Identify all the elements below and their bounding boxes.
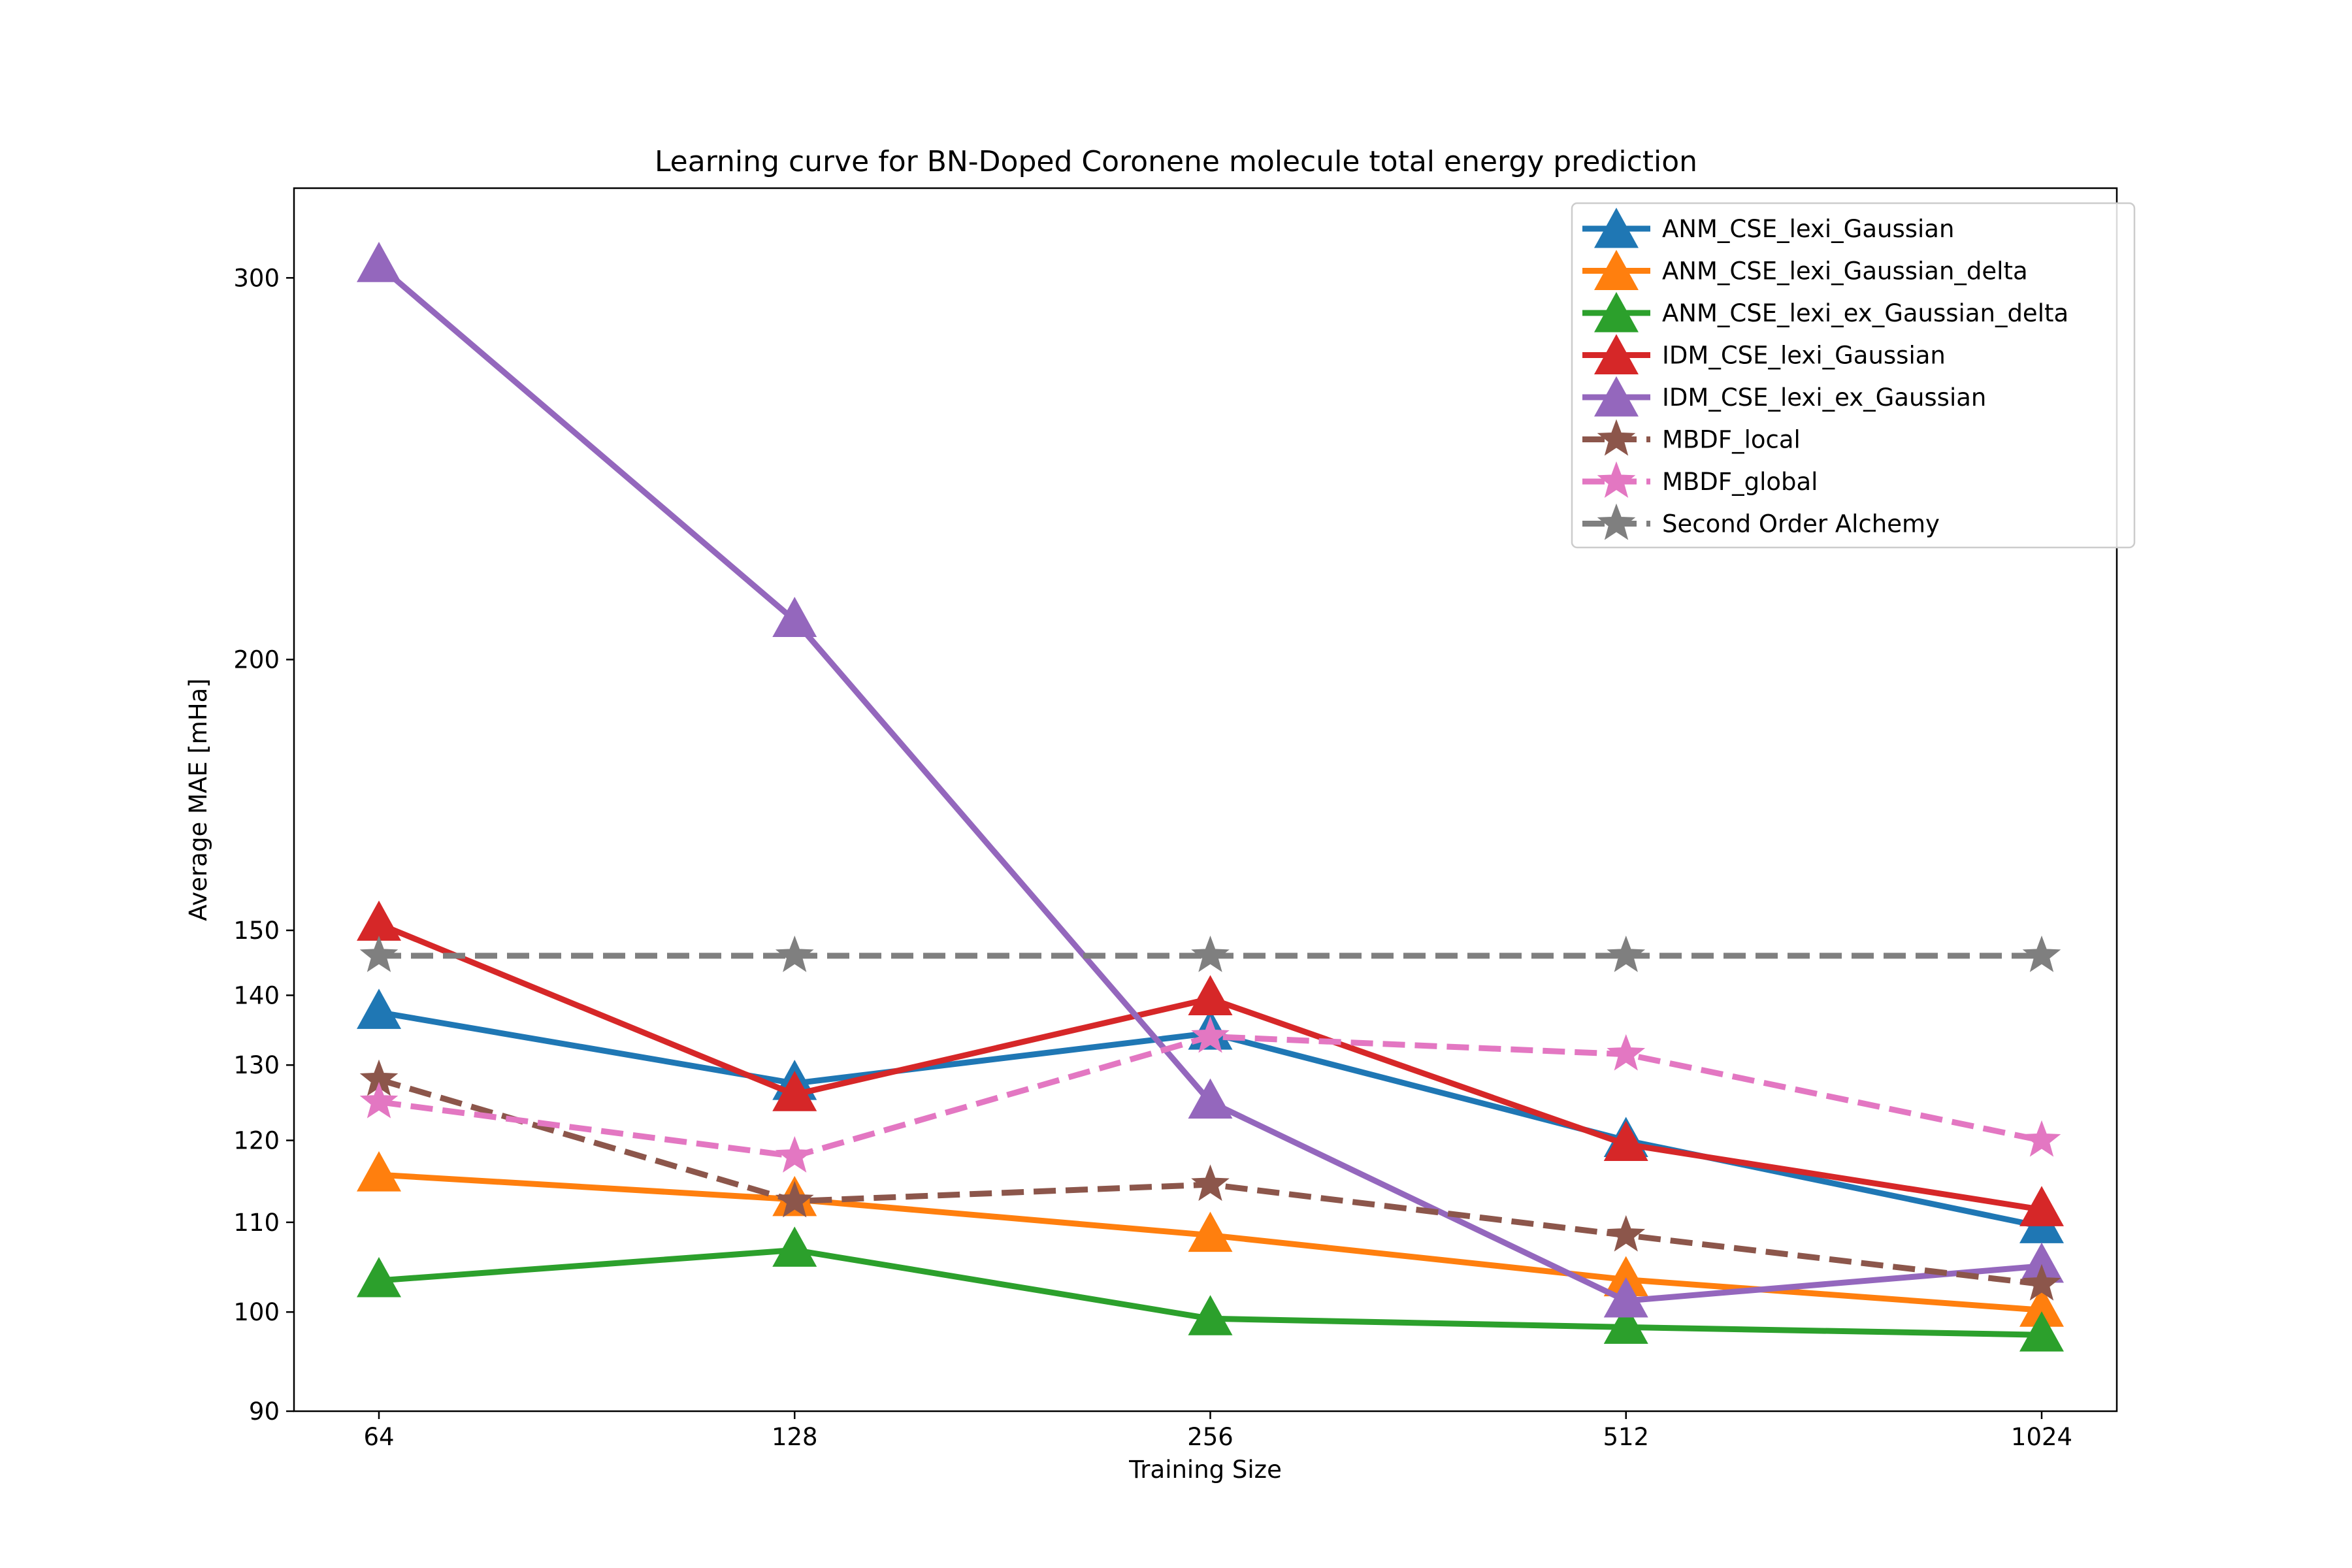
- data-point: [359, 936, 399, 972]
- data-point: [1603, 1120, 1648, 1162]
- data-point: [1188, 1211, 1233, 1252]
- data-point: [1603, 1277, 1648, 1318]
- x-axis-label: Training Size: [1128, 1456, 1282, 1484]
- legend-item: MBDF_local: [1582, 419, 1801, 456]
- data-point: [359, 1081, 399, 1119]
- legend-label: IDM_CSE_lexi_Gaussian: [1662, 342, 1946, 370]
- chart-title: Learning curve for BN-Doped Coronene mol…: [655, 145, 1697, 178]
- series-layer: [357, 242, 2064, 1352]
- legend-item: MBDF_global: [1582, 461, 1818, 498]
- legend-marker: [1597, 419, 1636, 456]
- data-point: [357, 988, 401, 1029]
- plot-frame: [293, 187, 2118, 1413]
- x-tick-label: 256: [1187, 1423, 1233, 1451]
- y-tick-label: 110: [233, 1209, 280, 1237]
- legend-item: IDM_CSE_lexi_Gaussian: [1582, 334, 1946, 374]
- data-point: [357, 1256, 401, 1298]
- data-point: [775, 1181, 814, 1218]
- x-tick-label: 512: [1603, 1423, 1649, 1451]
- y-tick-label: 300: [233, 264, 280, 292]
- legend-item: ANM_CSE_lexi_Gaussian: [1582, 207, 1954, 248]
- legend-marker: [1594, 376, 1639, 417]
- data-point: [1191, 936, 1230, 972]
- data-point: [2022, 1264, 2061, 1301]
- data-point: [1191, 1016, 1230, 1053]
- y-tick-label: 130: [233, 1051, 280, 1079]
- series-ANM_CSE_lexi_ex_Gaussian_delta: [357, 1226, 2064, 1352]
- legend-item: IDM_CSE_lexi_ex_Gaussian: [1582, 376, 1986, 417]
- y-axis-label: Average MAE [mHa]: [184, 678, 212, 921]
- data-point: [1188, 1295, 1233, 1335]
- legend-label: ANM_CSE_lexi_ex_Gaussian_delta: [1662, 299, 2068, 327]
- data-point: [1188, 1078, 1233, 1119]
- data-point: [1603, 1303, 1648, 1344]
- data-point: [772, 1226, 817, 1267]
- legend-box: [1571, 202, 2136, 549]
- legend-item: ANM_CSE_lexi_ex_Gaussian_delta: [1582, 291, 2068, 333]
- y-tick-label: 150: [233, 917, 280, 945]
- legend-marker: [1594, 207, 1639, 248]
- legend-label: MBDF_global: [1662, 468, 1818, 496]
- y-axis: 90 100 110 120 130 140 150 200 300: [233, 264, 294, 1426]
- legend-item: Second Order Alchemy: [1582, 503, 1940, 540]
- y-tick-label: 200: [233, 646, 280, 674]
- series-MBDF_global: [359, 1016, 2061, 1173]
- data-point: [2019, 1186, 2064, 1226]
- series-Second Order Alchemy: [359, 936, 2061, 972]
- x-tick-label: 1024: [2011, 1423, 2072, 1451]
- data-point: [2019, 1311, 2064, 1352]
- series-IDM_CSE_lexi_Gaussian: [357, 900, 2064, 1226]
- x-tick-label: 128: [772, 1423, 818, 1451]
- x-axis: 64 128 256 512 1024: [363, 1411, 2072, 1451]
- legend-marker: [1594, 334, 1639, 374]
- legend-item: ANM_CSE_lexi_Gaussian_delta: [1582, 250, 2028, 290]
- legend-label: MBDF_local: [1662, 426, 1801, 454]
- data-point: [1188, 975, 1233, 1016]
- legend-label: ANM_CSE_lexi_Gaussian_delta: [1662, 257, 2028, 286]
- data-point: [2022, 936, 2061, 972]
- legend-label: IDM_CSE_lexi_ex_Gaussian: [1662, 384, 1986, 412]
- x-tick-label: 64: [363, 1423, 394, 1451]
- legend-marker: [1594, 291, 1639, 333]
- data-point: [1607, 936, 1646, 972]
- data-point: [1191, 1164, 1230, 1201]
- legend-marker: [1597, 503, 1636, 540]
- legend: ANM_CSE_lexi_Gaussian ANM_CSE_lexi_Gaussi…: [1571, 202, 2136, 549]
- legend-label: ANM_CSE_lexi_Gaussian: [1662, 215, 1954, 243]
- series-IDM_CSE_lexi_ex_Gaussian: [357, 242, 2064, 1318]
- data-point: [772, 596, 817, 638]
- legend-label: Second Order Alchemy: [1662, 510, 1940, 538]
- legend-marker: [1594, 250, 1639, 290]
- data-point: [1607, 1215, 1646, 1252]
- y-tick-label: 120: [233, 1127, 280, 1155]
- data-point: [357, 242, 401, 282]
- data-point: [775, 1135, 814, 1173]
- series-MBDF_local: [359, 1059, 2061, 1301]
- y-tick-label: 100: [233, 1298, 280, 1326]
- data-point: [772, 1071, 817, 1111]
- data-point: [2022, 1120, 2061, 1157]
- data-point: [357, 1151, 401, 1192]
- data-point: [775, 936, 814, 972]
- y-tick-label: 90: [249, 1397, 280, 1426]
- y-tick-label: 140: [233, 981, 280, 1009]
- data-point: [1607, 1034, 1646, 1071]
- legend-marker: [1597, 461, 1636, 498]
